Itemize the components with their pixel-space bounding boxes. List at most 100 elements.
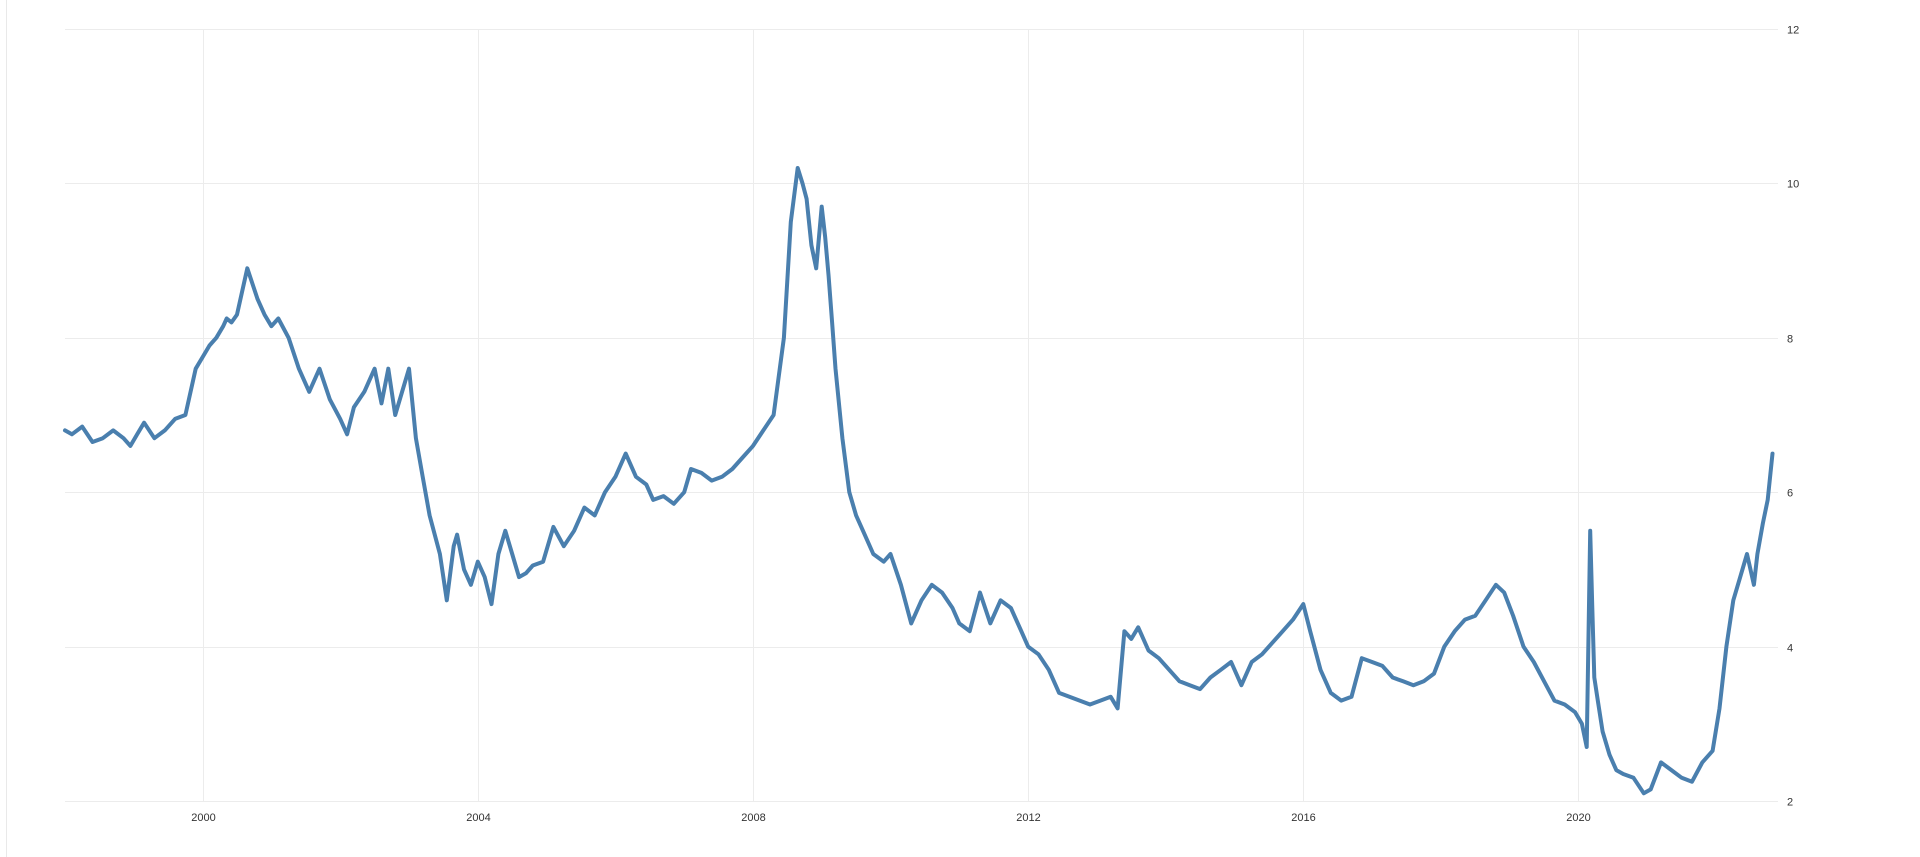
data-point <box>144 422 145 423</box>
data-point <box>821 206 822 207</box>
data-point <box>1597 700 1598 701</box>
data-point <box>952 608 953 609</box>
data-point <box>340 418 341 419</box>
data-point <box>783 337 784 338</box>
data-point <box>71 434 72 435</box>
data-point <box>883 561 884 562</box>
data-point <box>1592 608 1593 609</box>
data-point <box>1740 577 1741 578</box>
data-point <box>415 438 416 439</box>
data-point <box>257 299 258 300</box>
data-point <box>1392 677 1393 678</box>
data-point <box>806 198 807 199</box>
data-point <box>873 554 874 555</box>
data-point <box>1179 681 1180 682</box>
data-point <box>1575 712 1576 713</box>
data-point <box>1586 747 1587 748</box>
data-point <box>835 368 836 369</box>
data-point <box>1251 662 1252 663</box>
data-point <box>1465 619 1466 620</box>
data-point <box>484 577 485 578</box>
data-point <box>130 445 131 446</box>
data-point <box>1028 646 1029 647</box>
data-point <box>237 314 238 315</box>
data-point <box>209 345 210 346</box>
data-point <box>574 530 575 531</box>
data-point <box>309 391 310 392</box>
data-point <box>195 368 196 369</box>
data-point <box>563 546 564 547</box>
data-point <box>1475 615 1476 616</box>
data-point <box>646 484 647 485</box>
data-point <box>402 391 403 392</box>
data-point <box>247 268 248 269</box>
data-point <box>1117 708 1118 709</box>
data-point <box>1712 750 1713 751</box>
data-point <box>615 476 616 477</box>
data-point <box>154 438 155 439</box>
data-point <box>1671 770 1672 771</box>
data-point <box>223 326 224 327</box>
data-point <box>1747 554 1748 555</box>
data-point <box>1609 754 1610 755</box>
data-point <box>388 368 389 369</box>
data-point <box>763 430 764 431</box>
data-point <box>856 515 857 516</box>
data-point <box>1382 665 1383 666</box>
data-point <box>1403 681 1404 682</box>
data-point <box>185 415 186 416</box>
data-point <box>1533 662 1534 663</box>
data-point <box>684 492 685 493</box>
data-point <box>1523 646 1524 647</box>
data-point <box>753 445 754 446</box>
data-point <box>1079 700 1080 701</box>
data-point <box>1069 696 1070 697</box>
data-point <box>1495 584 1496 585</box>
data-point <box>663 496 664 497</box>
data-point <box>863 530 864 531</box>
data-point <box>1444 646 1445 647</box>
x-tick-label: 2020 <box>1566 812 1590 824</box>
data-point <box>498 554 499 555</box>
data-point <box>439 554 440 555</box>
data-point <box>65 430 66 431</box>
data-point <box>216 337 217 338</box>
data-point <box>422 476 423 477</box>
data-point <box>1616 770 1617 771</box>
data-point <box>832 322 833 323</box>
data-point <box>1702 762 1703 763</box>
data-point <box>942 592 943 593</box>
data-point <box>1010 608 1011 609</box>
data-point <box>1733 600 1734 601</box>
x-tick-label: 2008 <box>741 812 765 824</box>
data-point <box>802 183 803 184</box>
data-point <box>477 561 478 562</box>
data-point <box>1767 499 1768 500</box>
data-point <box>1131 638 1132 639</box>
data-point <box>1138 627 1139 628</box>
data-point <box>584 507 585 508</box>
series-line-layer <box>63 166 1775 796</box>
data-point <box>911 623 912 624</box>
data-point <box>636 476 637 477</box>
data-point <box>1590 530 1591 531</box>
data-point <box>464 569 465 570</box>
data-point <box>1320 669 1321 670</box>
y-tick-label: 2 <box>1787 797 1793 809</box>
data-point <box>1564 704 1565 705</box>
data-point <box>278 318 279 319</box>
data-point <box>353 407 354 408</box>
grid-lines <box>65 29 1778 802</box>
data-point <box>1423 681 1424 682</box>
data-point <box>1434 673 1435 674</box>
data-point <box>364 391 365 392</box>
data-point <box>113 430 114 431</box>
data-point <box>226 318 227 319</box>
data-point <box>1148 650 1149 651</box>
data-point <box>532 565 533 566</box>
data-point <box>264 314 265 315</box>
data-point <box>673 503 674 504</box>
data-point <box>1372 662 1373 663</box>
y-tick-label: 10 <box>1787 179 1799 191</box>
